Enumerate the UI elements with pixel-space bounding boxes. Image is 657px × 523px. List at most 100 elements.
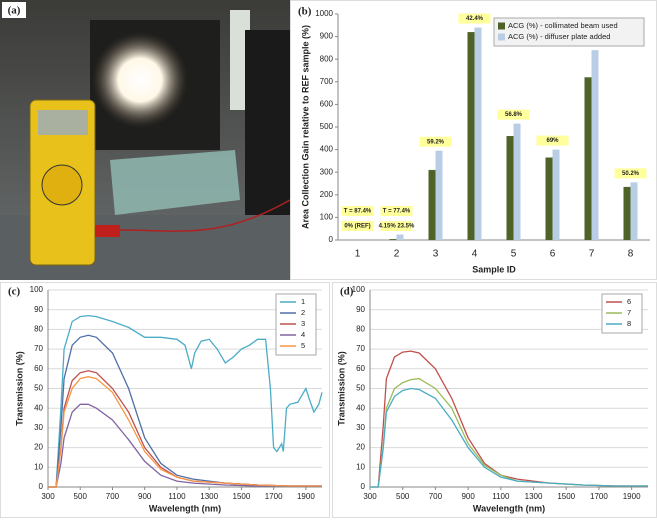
- bar: [435, 150, 443, 240]
- bar: [513, 123, 521, 240]
- x-tick-label: 1300: [200, 492, 218, 501]
- y-tick-label: 0: [361, 482, 366, 491]
- y-tick-label: 40: [356, 403, 365, 412]
- legend-label: ACG (%) - collimated beam used: [508, 21, 618, 30]
- bar: [506, 136, 514, 240]
- annotation-bg: [536, 135, 569, 146]
- x-tick-label: 1100: [168, 492, 186, 501]
- panel-label-bg: [2, 2, 26, 18]
- annotation: 69%: [546, 138, 559, 144]
- bar: [545, 157, 553, 240]
- x-tick-label: 2: [394, 249, 400, 260]
- x-tick-label: 7: [589, 249, 595, 260]
- y-tick-label: 50: [356, 384, 365, 393]
- wire: [119, 199, 291, 232]
- line: [48, 314, 323, 488]
- annotation: T = 87.4%: [344, 209, 372, 215]
- line: [48, 376, 322, 488]
- y-tick-label: 10: [34, 462, 43, 471]
- bar: [591, 50, 599, 240]
- legend-label: 3: [301, 319, 305, 328]
- x-tick-label: 1: [355, 249, 361, 260]
- y-tick-label: 0: [39, 482, 44, 491]
- bar: [630, 182, 638, 240]
- y-tick-label: 20: [34, 443, 43, 452]
- x-tick-label: 900: [461, 492, 475, 501]
- y-tick-label: 1000: [315, 9, 333, 18]
- y-tick-label: 600: [320, 100, 334, 109]
- y-tick-label: 90: [34, 305, 43, 314]
- annotation-bg: [380, 206, 413, 216]
- y-tick-label: 60: [34, 364, 43, 373]
- y-axis-label: Area Collection Gain relative to REF sam…: [300, 25, 310, 229]
- x-tick-label: 500: [74, 492, 88, 501]
- annotation: 59.2%: [427, 139, 445, 145]
- y-tick-label: 800: [320, 54, 334, 63]
- y-tick-label: 70: [356, 344, 365, 353]
- x-tick-label: 300: [363, 492, 377, 501]
- x-tick-label: 1300: [525, 492, 543, 501]
- y-tick-label: 60: [356, 364, 365, 373]
- annotation-bg: [341, 221, 374, 231]
- y-tick-label: 50: [34, 384, 43, 393]
- panel-label: (a): [8, 5, 21, 17]
- x-tick-label: 500: [396, 492, 410, 501]
- panel-label: (b): [298, 6, 312, 18]
- y-tick-label: 900: [320, 32, 334, 41]
- panel-label: (c): [8, 286, 21, 298]
- legend-label: 6: [627, 297, 631, 306]
- x-tick-label: 900: [138, 492, 152, 501]
- legend-label: 8: [627, 319, 631, 328]
- multimeter-dial: [41, 164, 83, 206]
- y-tick-label: 80: [356, 325, 365, 334]
- x-tick-label: 5: [511, 249, 517, 260]
- y-tick-label: 100: [30, 285, 44, 294]
- legend-label: 1: [301, 297, 305, 306]
- legend-label: 7: [627, 308, 631, 317]
- y-tick-label: 500: [320, 122, 334, 131]
- panel-label: (d): [340, 286, 354, 298]
- x-tick-label: 1500: [557, 492, 575, 501]
- bar: [474, 27, 482, 241]
- glass-stack: [110, 150, 240, 215]
- x-axis-label: Sample ID: [472, 264, 516, 274]
- bar: [389, 239, 397, 240]
- annotation: 42.4%: [466, 16, 484, 22]
- y-tick-label: 90: [356, 305, 365, 314]
- y-tick-label: 80: [34, 325, 43, 334]
- y-tick-label: 100: [352, 285, 366, 294]
- annotation-bg: [341, 206, 374, 216]
- y-tick-label: 400: [320, 145, 334, 154]
- annotation: 50.2%: [622, 171, 640, 177]
- annotation-bg: [380, 221, 413, 231]
- multimeter-display: [38, 110, 88, 135]
- y-tick-label: 40: [34, 403, 43, 412]
- legend-label: 4: [301, 330, 305, 339]
- x-axis-label: Wavelength (nm): [473, 503, 545, 513]
- annotation-bg: [497, 109, 530, 120]
- probe: [95, 225, 120, 237]
- x-tick-label: 1500: [233, 492, 251, 501]
- y-tick-label: 200: [320, 190, 334, 199]
- x-tick-label: 6: [550, 249, 556, 260]
- bar: [396, 234, 404, 240]
- legend-label: 5: [301, 341, 305, 350]
- y-tick-label: 0: [329, 235, 334, 244]
- light-spot: [92, 32, 188, 128]
- annotation-bg: [458, 13, 491, 24]
- y-tick-label: 20: [356, 443, 365, 452]
- x-tick-label: 4: [472, 249, 478, 260]
- y-tick-label: 70: [34, 344, 43, 353]
- y-axis-label: Transmission (%): [336, 351, 346, 426]
- x-tick-label: 3: [433, 249, 439, 260]
- bar: [623, 186, 631, 240]
- x-tick-label: 700: [106, 492, 120, 501]
- line: [48, 403, 322, 488]
- y-tick-label: 10: [356, 462, 365, 471]
- y-tick-label: 300: [320, 167, 334, 176]
- annotation: 0% (REF): [344, 224, 370, 230]
- y-tick-label: 100: [320, 213, 334, 222]
- x-tick-label: 700: [429, 492, 443, 501]
- x-tick-label: 8: [628, 249, 634, 260]
